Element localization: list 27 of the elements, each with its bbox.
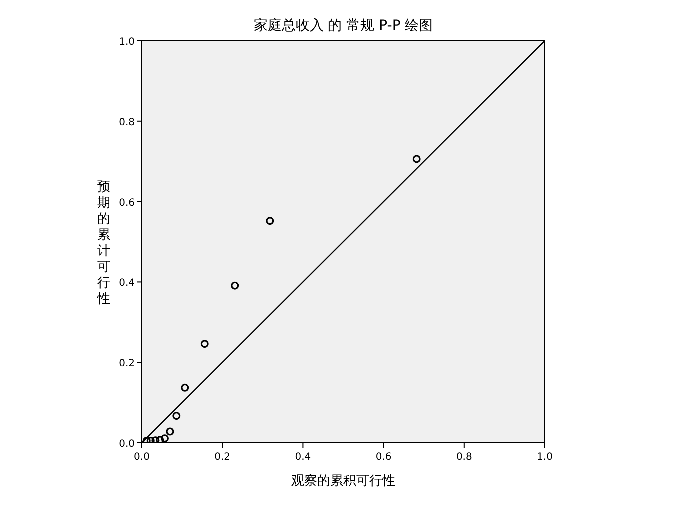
y-tick-label: 0.0 [119,439,135,450]
point [146,436,155,443]
y-tick-label: 0.2 [119,358,135,370]
y-tick-label: 0.8 [119,117,135,128]
x-tick-label: 0.4 [295,452,312,463]
point [412,155,421,164]
point [166,428,174,436]
chart-title: 家庭总收入 的 常规 P-P 绘图 [254,18,434,34]
point [266,217,274,226]
x-tick-label: 0.8 [456,452,472,463]
x-axis-title: 观察的累积可行性 [292,473,396,489]
x-tick-label: 0.6 [376,452,392,463]
point [160,434,169,443]
point [172,412,181,420]
x-tick-label: 0.0 [134,452,150,463]
point [156,436,164,443]
point [231,282,240,290]
point [152,436,160,443]
x-tick-label: 0.2 [214,452,231,463]
y-tick-label: 1.0 [119,37,135,48]
point [142,436,151,443]
point [181,384,190,392]
point [200,340,209,348]
y-axis-title: 预期的累计可行性 [96,180,110,307]
x-tick-label: 1.0 [537,452,553,463]
y-tick-label: 0.6 [119,198,135,209]
y-tick-label: 0.4 [119,278,135,290]
